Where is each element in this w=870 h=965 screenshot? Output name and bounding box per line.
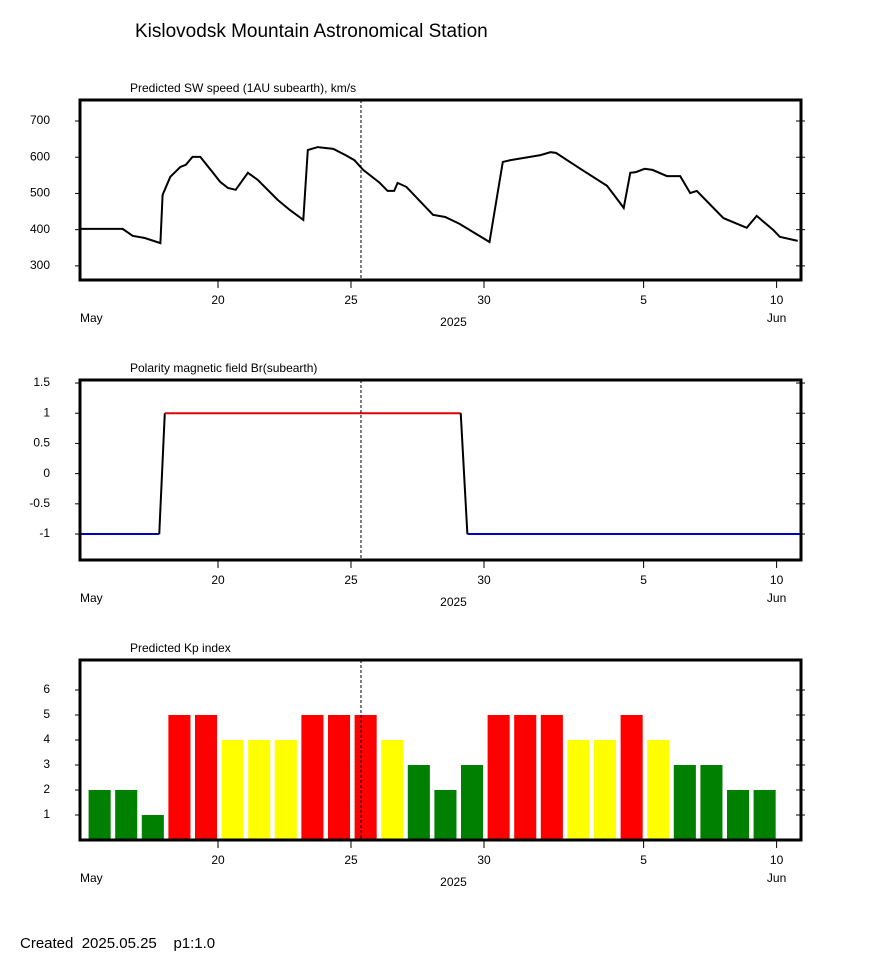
kp-bar	[168, 715, 191, 840]
kp-bar	[327, 715, 351, 840]
x-tick-label: 5	[640, 573, 647, 587]
kp-bar	[301, 715, 324, 840]
footer: Created 2025.05.25 p1:1.0	[20, 935, 215, 952]
y-tick-label: 4	[43, 732, 50, 746]
kp-bar	[540, 715, 563, 840]
month-label: May	[80, 311, 103, 325]
kp-bar	[700, 765, 723, 840]
kp-bar	[381, 740, 404, 840]
y-tick-label: -1	[39, 526, 50, 540]
chart-subtitle: Polarity magnetic field Br(subearth)	[130, 361, 317, 375]
month-label: Jun	[767, 871, 786, 885]
y-tick-label: 600	[30, 149, 50, 163]
sw-speed-line	[79, 146, 798, 245]
y-tick-label: -0.5	[29, 496, 50, 510]
polarity-segment	[459, 413, 469, 535]
kp-bar	[354, 715, 377, 840]
plot-frame	[78, 98, 803, 282]
y-tick-label: 0	[43, 466, 50, 480]
x-tick-label: 25	[344, 573, 358, 587]
plot-frame	[78, 378, 803, 562]
polarity-segment	[158, 413, 166, 535]
kp-bar	[647, 740, 670, 840]
kp-bar	[407, 765, 430, 840]
year-label: 2025	[440, 315, 467, 329]
chart-subtitle: Predicted Kp index	[130, 641, 231, 655]
kp-bar	[434, 790, 457, 840]
page-title: Kislovodsk Mountain Astronomical Station	[135, 21, 488, 42]
month-label: May	[80, 871, 103, 885]
chart-subtitle: Predicted SW speed (1AU subearth), km/s	[130, 81, 356, 95]
x-tick-label: 20	[211, 293, 225, 307]
kp-bar	[274, 740, 297, 840]
x-tick-label: 30	[477, 853, 491, 867]
kp-bar	[487, 715, 510, 840]
y-tick-label: 3	[43, 757, 50, 771]
month-label: Jun	[767, 311, 786, 325]
y-tick-label: 0.5	[33, 436, 50, 450]
kp-bar	[88, 790, 111, 840]
x-tick-label: 5	[640, 853, 647, 867]
kp-bar	[567, 740, 590, 840]
x-tick-label: 5	[640, 293, 647, 307]
y-tick-label: 400	[30, 222, 50, 236]
y-tick-label: 700	[30, 113, 50, 127]
kp-bar	[248, 740, 271, 840]
year-label: 2025	[440, 875, 467, 889]
kp-bar	[727, 790, 750, 840]
y-tick-label: 2	[43, 782, 50, 796]
kp-bar	[141, 815, 164, 840]
kp-bar	[115, 790, 138, 840]
kp-bar	[460, 765, 484, 840]
plot-frame	[78, 658, 803, 842]
kp-bar	[194, 715, 218, 840]
x-tick-label: 10	[770, 293, 784, 307]
y-tick-label: 5	[43, 707, 50, 721]
month-label: Jun	[767, 591, 786, 605]
kp-bar	[673, 765, 696, 840]
x-tick-label: 25	[344, 293, 358, 307]
kp-bar	[620, 715, 643, 840]
x-tick-label: 20	[211, 853, 225, 867]
x-tick-label: 10	[770, 573, 784, 587]
x-tick-label: 20	[211, 573, 225, 587]
y-tick-label: 1	[43, 405, 50, 419]
year-label: 2025	[440, 595, 467, 609]
x-tick-label: 30	[477, 293, 491, 307]
y-tick-label: 6	[43, 682, 50, 696]
month-label: May	[80, 591, 103, 605]
kp-bar	[221, 740, 244, 840]
x-tick-label: 25	[344, 853, 358, 867]
y-tick-label: 500	[30, 186, 50, 200]
y-tick-label: 300	[30, 258, 50, 272]
kp-bar	[514, 715, 537, 840]
kp-bar	[753, 790, 776, 840]
y-tick-label: 1	[43, 807, 50, 821]
kp-bar	[593, 740, 617, 840]
x-tick-label: 30	[477, 573, 491, 587]
x-tick-label: 10	[770, 853, 784, 867]
y-tick-label: 1.5	[33, 375, 50, 389]
